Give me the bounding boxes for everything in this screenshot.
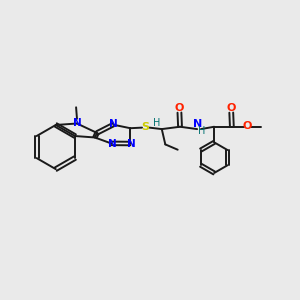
Text: N: N bbox=[73, 118, 81, 128]
Text: N: N bbox=[127, 139, 136, 148]
Text: H: H bbox=[198, 126, 206, 136]
Text: N: N bbox=[109, 119, 118, 129]
Text: H: H bbox=[153, 118, 160, 128]
Text: S: S bbox=[142, 122, 150, 132]
Text: N: N bbox=[108, 139, 117, 149]
Text: O: O bbox=[242, 122, 252, 131]
Text: O: O bbox=[226, 103, 236, 113]
Text: N: N bbox=[193, 119, 202, 129]
Text: O: O bbox=[175, 103, 184, 113]
